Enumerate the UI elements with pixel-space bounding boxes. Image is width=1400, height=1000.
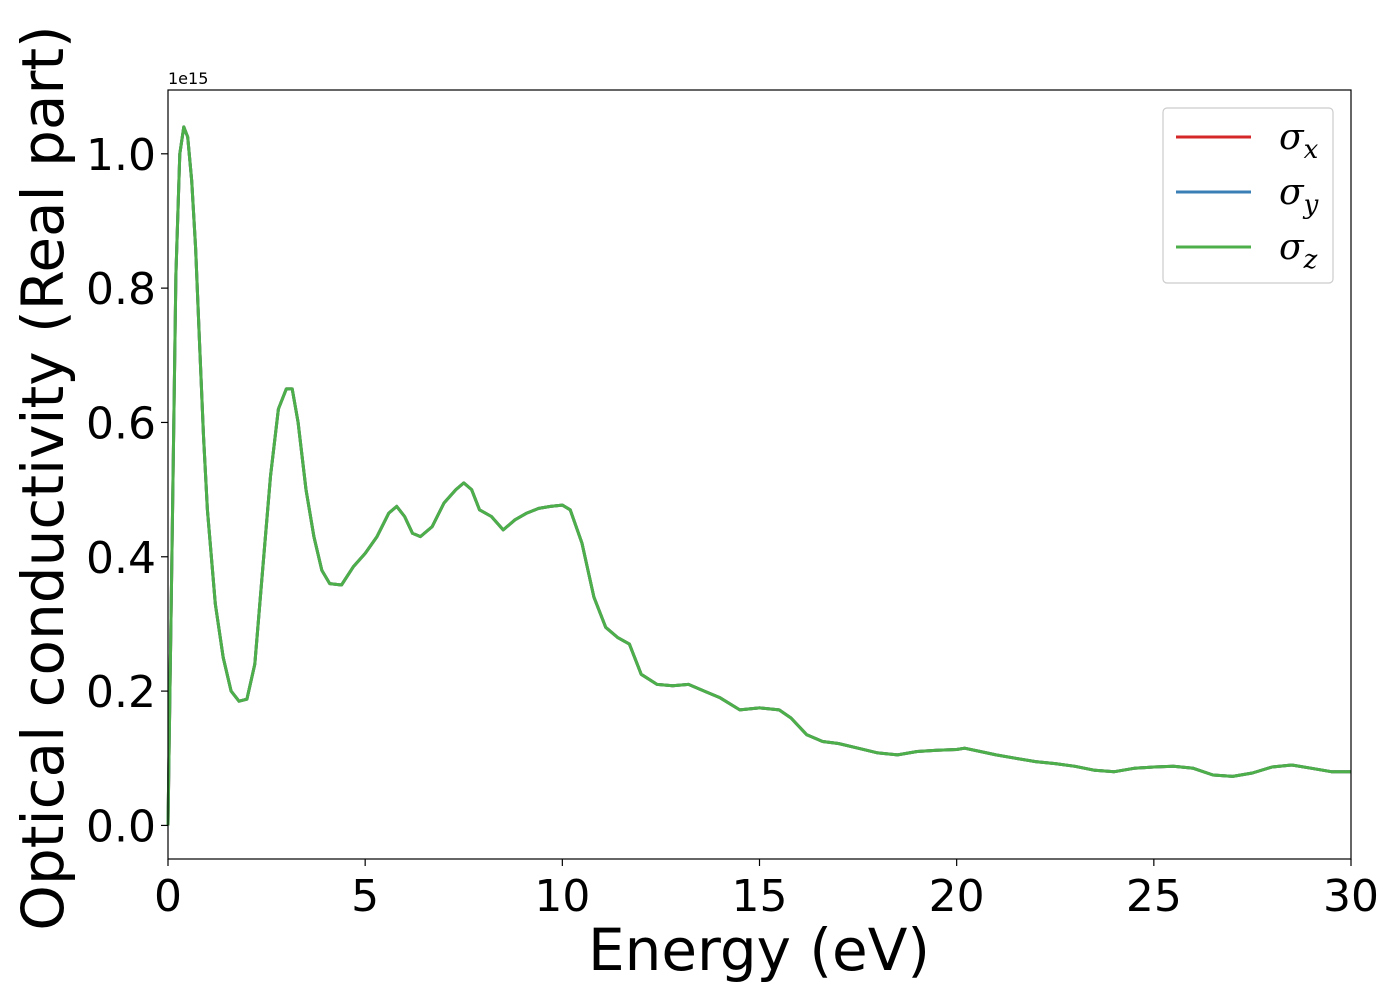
x-axis-label: Energy (eV) (588, 916, 930, 984)
y-tick-label: 1.0 (86, 130, 156, 181)
y-tick-label: 0.0 (86, 801, 156, 852)
x-tick-label: 0 (154, 871, 182, 922)
plot-area (168, 90, 1351, 859)
series-line-sigma-z (166, 125, 1351, 826)
x-tick-label: 10 (534, 871, 590, 922)
y-offset-label: 1e15 (168, 69, 208, 88)
x-tick-label: 30 (1323, 871, 1379, 922)
x-tick-label: 15 (732, 871, 788, 922)
y-tick-label: 0.6 (86, 398, 156, 449)
series-layer (166, 125, 1351, 826)
x-axis-ticks: 0 5 10 15 20 25 30 (154, 859, 1379, 922)
x-tick-label: 5 (351, 871, 379, 922)
y-tick-label: 0.8 (86, 264, 156, 315)
x-tick-label: 20 (929, 871, 985, 922)
y-tick-label: 0.4 (86, 533, 156, 584)
y-tick-label: 0.2 (86, 667, 156, 718)
y-axis-label: Optical conductivity (Real part) (9, 25, 77, 930)
legend-box (1162, 107, 1334, 284)
x-tick-label: 25 (1126, 871, 1182, 922)
y-axis-ticks: 0.0 0.2 0.4 0.6 0.8 1.0 (86, 130, 168, 852)
